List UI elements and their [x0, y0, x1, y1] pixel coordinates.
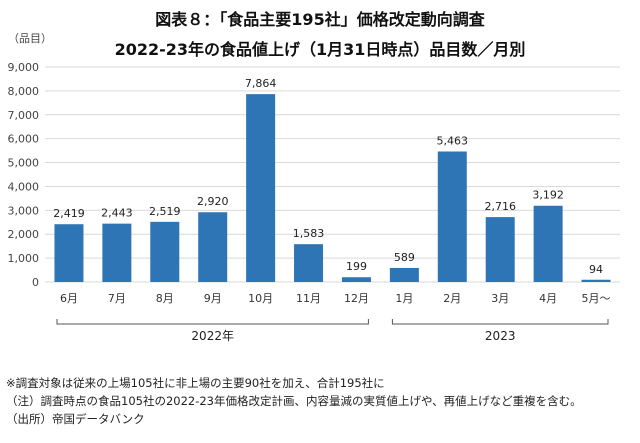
gridlines: [45, 66, 620, 283]
chart-title-line1: 図表８：「食品主要195社」価格改定動向調査: [155, 10, 485, 29]
y-tick-label: 6,000: [8, 133, 40, 146]
bar: [246, 94, 276, 282]
bar: [533, 205, 563, 282]
year-group-label: 2022年: [191, 329, 234, 343]
bar: [102, 223, 132, 282]
y-tick-label: 8,000: [8, 85, 40, 98]
y-ticks: 0 1,000 2,000 3,000 4,000 5,000 6,000 7,000 8,00…: [8, 61, 40, 289]
bar-value-label: 2,443: [101, 207, 133, 220]
x-tick-label: 8月: [156, 292, 174, 305]
bar-value-label: 5,463: [437, 134, 469, 147]
y-tick-label: 5,000: [8, 157, 40, 170]
bar: [150, 221, 180, 282]
bar-value-label: 2,519: [149, 205, 181, 218]
year-groups: 2022年 2023: [56, 319, 609, 343]
bar-value-label: 1,583: [293, 227, 325, 240]
x-ticks: 6月 7月 8月 9月 10月 11月 12月 1月 2月 3月 4月 5月～: [60, 292, 611, 305]
bar-value-label: 2,716: [484, 200, 516, 213]
bar: [485, 217, 515, 282]
year-group-label: 2023: [485, 329, 516, 343]
bar-value-label: 3,192: [532, 189, 564, 202]
bar-value-label: 2,920: [197, 195, 229, 208]
chart-title-line2: 2022-23年の食品値上げ（1月31日時点）品目数／月別: [114, 40, 526, 59]
bar-value-label: 7,864: [245, 77, 277, 90]
bar: [437, 151, 467, 282]
x-tick-label: 7月: [108, 292, 126, 305]
y-tick-label: 9,000: [8, 61, 40, 74]
value-labels: 2,419 2,443 2,519 2,920 7,864 1,583 199 589 5,46…: [53, 77, 603, 276]
y-tick-label: 1,000: [8, 252, 40, 265]
y-tick-label: 0: [32, 276, 39, 289]
x-tick-label: 5月～: [582, 292, 611, 305]
bars: [54, 94, 611, 282]
bar-value-label: 94: [589, 263, 603, 276]
bar-value-label: 199: [346, 260, 367, 273]
bar: [581, 279, 611, 282]
y-tick-label: 7,000: [8, 109, 40, 122]
year-bracket: [391, 319, 609, 325]
x-tick-label: 2月: [443, 292, 461, 305]
y-axis-label: （品目）: [8, 32, 52, 45]
x-tick-label: 6月: [60, 292, 78, 305]
y-tick-label: 2,000: [8, 228, 40, 241]
bar-value-label: 2,419: [53, 207, 85, 220]
y-tick-label: 3,000: [8, 204, 40, 217]
bar-value-label: 589: [394, 251, 415, 264]
x-tick-label: 4月: [539, 292, 557, 305]
year-bracket: [56, 319, 369, 325]
x-tick-label: 10月: [248, 292, 273, 305]
footnote-note: （注）調査時点の食品105社の2022-23年価格改定計画、内容量減の実質値上げ…: [6, 394, 582, 408]
bar: [54, 224, 84, 282]
footnote-survey-scope: ※調査対象は従来の上場105社に非上場の主要90社を加え、合計195社に: [6, 376, 385, 390]
x-tick-label: 12月: [344, 292, 369, 305]
bar: [389, 267, 419, 282]
bar: [341, 277, 371, 282]
bar: [198, 212, 228, 282]
x-tick-label: 1月: [395, 292, 413, 305]
x-tick-label: 3月: [491, 292, 509, 305]
footnote-source: （出所）帝国データバンク: [6, 412, 145, 426]
bar-chart: （品目） 0 1,000 2,000 3,000 4,000 5,000 6,000 7,00…: [8, 32, 620, 343]
bar: [294, 244, 324, 282]
x-tick-label: 11月: [296, 292, 321, 305]
y-tick-label: 4,000: [8, 180, 40, 193]
x-tick-label: 9月: [204, 292, 222, 305]
